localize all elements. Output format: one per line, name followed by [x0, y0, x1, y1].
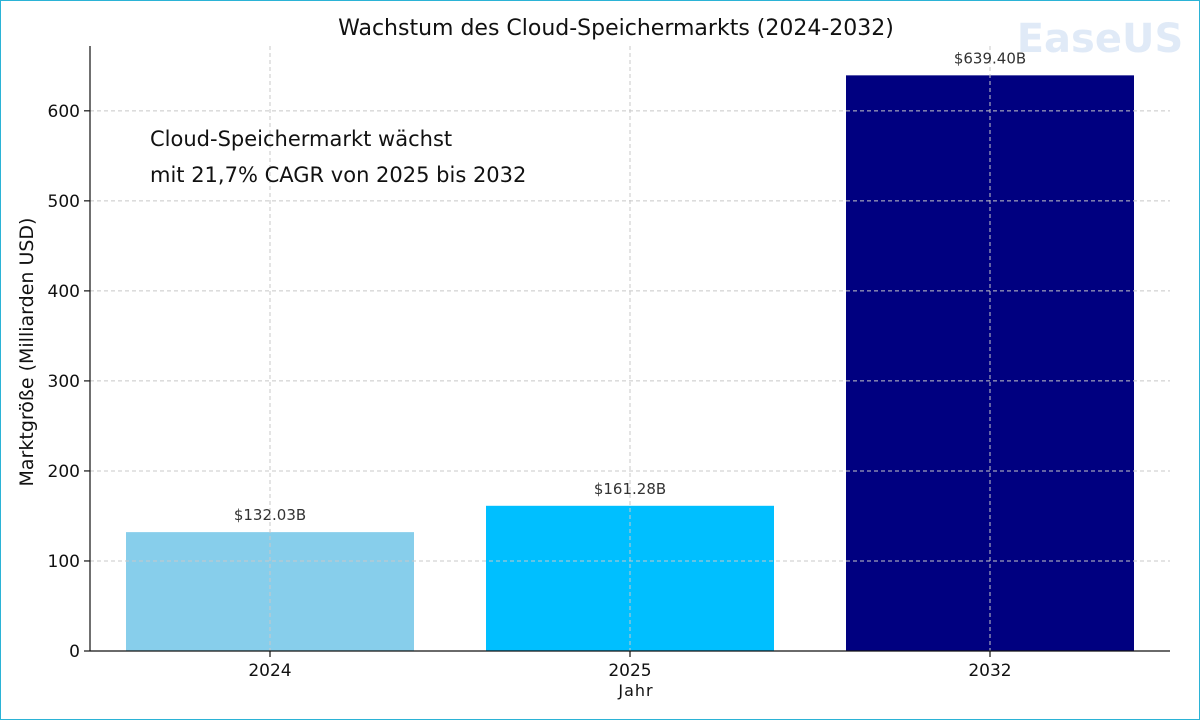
y-tick-label: 200 — [48, 462, 80, 482]
x-axis-tick-labels: 2024 2025 2032 — [248, 651, 1012, 681]
data-labels: $132.03B $161.28B $639.40B — [234, 49, 1026, 524]
gridlines — [90, 46, 1170, 651]
y-tick-label: 600 — [48, 102, 80, 122]
annotation-line-2: mit 21,7% CAGR von 2025 bis 2032 — [150, 163, 526, 187]
y-tick-label: 300 — [48, 372, 80, 392]
data-label: $132.03B — [234, 506, 306, 524]
annotation-line-1: Cloud-Speichermarkt wächst — [150, 127, 452, 151]
y-axis-tick-labels: 0 100 200 300 400 500 600 — [48, 102, 90, 662]
x-tick-label: 2032 — [968, 661, 1011, 681]
y-tick-label: 100 — [48, 552, 80, 572]
y-tick-label: 500 — [48, 192, 80, 212]
x-axis-label: Jahr — [617, 681, 653, 700]
data-label: $161.28B — [594, 480, 666, 498]
chart-title: Wachstum des Cloud-Speichermarkts (2024-… — [338, 16, 894, 41]
x-tick-label: 2024 — [248, 661, 291, 681]
bar-2024 — [126, 532, 414, 651]
watermark-logo: EaseUS — [1017, 16, 1184, 62]
y-tick-label: 0 — [69, 642, 80, 662]
x-tick-label: 2025 — [608, 661, 651, 681]
data-label: $639.40B — [954, 49, 1026, 67]
y-axis-label: Marktgröße (Milliarden USD) — [16, 218, 38, 487]
y-tick-label: 400 — [48, 282, 80, 302]
